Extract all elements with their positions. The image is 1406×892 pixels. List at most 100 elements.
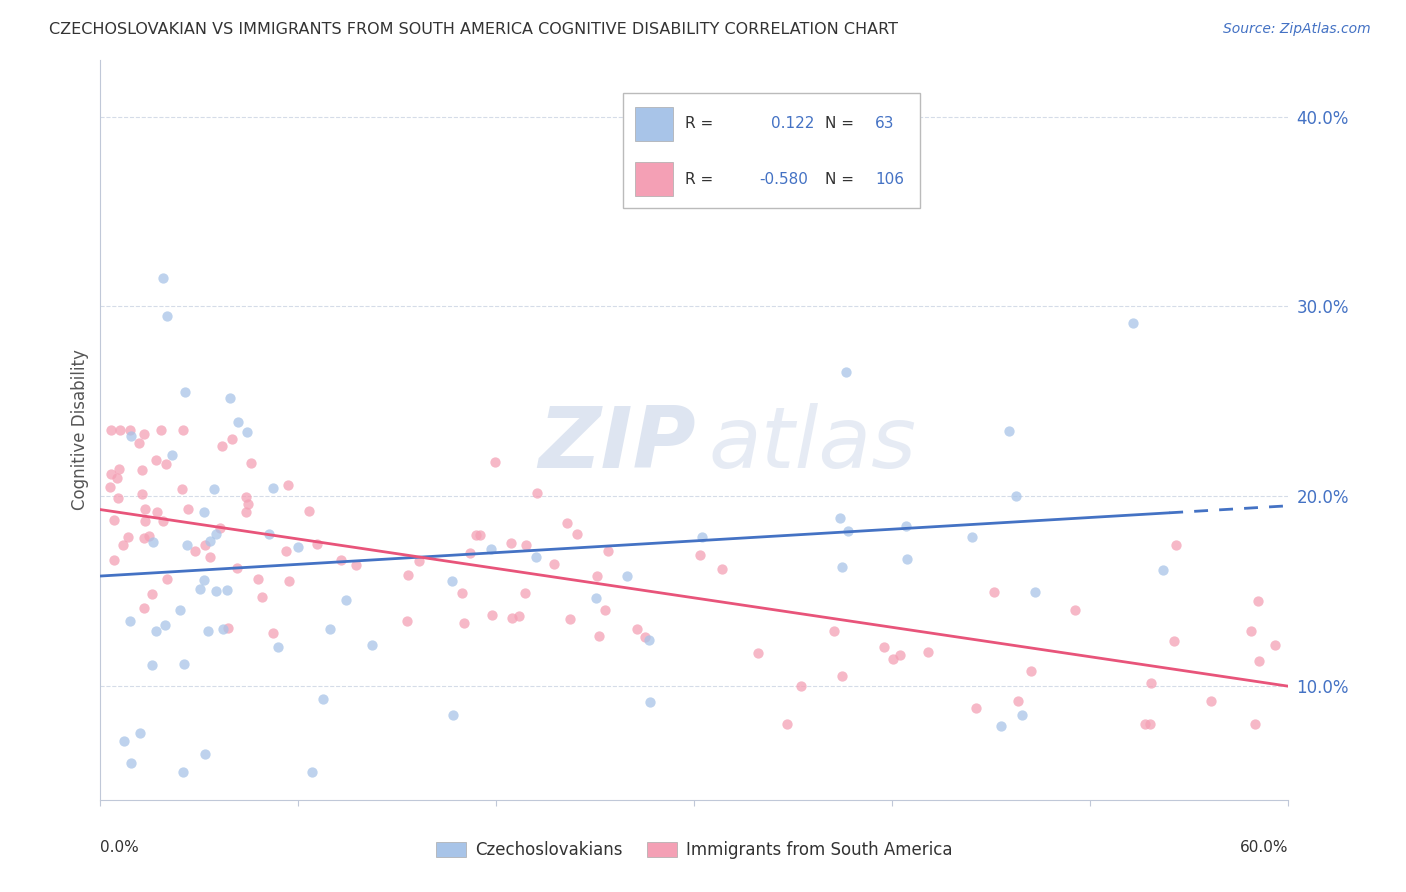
Point bbox=[274, 544, 297, 558]
Point bbox=[193, 505, 215, 519]
Point bbox=[194, 747, 217, 761]
Point bbox=[170, 483, 193, 497]
Point bbox=[226, 415, 249, 429]
Point bbox=[565, 527, 588, 541]
Point bbox=[152, 514, 174, 528]
Point bbox=[319, 622, 342, 636]
Point bbox=[184, 544, 207, 558]
Point bbox=[441, 708, 464, 723]
Point bbox=[100, 467, 122, 482]
Point bbox=[117, 530, 139, 544]
Point bbox=[711, 562, 734, 576]
Point bbox=[896, 552, 918, 566]
Point bbox=[692, 530, 714, 544]
Point bbox=[211, 439, 233, 453]
Point bbox=[1063, 603, 1085, 617]
Point bbox=[965, 701, 987, 715]
Point bbox=[638, 633, 661, 648]
Point bbox=[145, 453, 167, 467]
Point bbox=[515, 538, 537, 552]
Point bbox=[508, 608, 530, 623]
Point bbox=[98, 480, 121, 494]
Point bbox=[198, 533, 221, 548]
Point bbox=[131, 487, 153, 501]
Point bbox=[172, 423, 194, 437]
Text: CZECHOSLOVAKIAN VS IMMIGRANTS FROM SOUTH AMERICA COGNITIVE DISABILITY CORRELATIO: CZECHOSLOVAKIAN VS IMMIGRANTS FROM SOUTH… bbox=[49, 22, 898, 37]
Point bbox=[344, 558, 367, 572]
Point bbox=[1247, 654, 1270, 668]
Text: 60.0%: 60.0% bbox=[1240, 840, 1288, 855]
Point bbox=[100, 423, 122, 437]
Point bbox=[111, 538, 134, 552]
Point bbox=[197, 624, 219, 638]
Point bbox=[153, 618, 176, 632]
Point bbox=[586, 568, 609, 582]
Point bbox=[156, 572, 179, 586]
Point bbox=[173, 657, 195, 672]
Point bbox=[177, 502, 200, 516]
Point bbox=[198, 549, 221, 564]
Point bbox=[1024, 585, 1046, 599]
Point bbox=[131, 463, 153, 477]
Point bbox=[1005, 489, 1028, 503]
Point bbox=[155, 457, 177, 471]
Point bbox=[132, 601, 155, 615]
Point bbox=[894, 519, 917, 533]
Point bbox=[638, 695, 661, 709]
Point bbox=[240, 456, 263, 470]
Point bbox=[501, 610, 523, 624]
Point bbox=[287, 541, 309, 555]
Point bbox=[524, 550, 547, 565]
Point bbox=[747, 647, 769, 661]
Point bbox=[202, 483, 225, 497]
Point bbox=[298, 504, 321, 518]
Point bbox=[1152, 563, 1174, 577]
Point bbox=[132, 532, 155, 546]
Point bbox=[217, 583, 239, 598]
Point bbox=[103, 513, 125, 527]
Point bbox=[262, 481, 284, 495]
Text: Source: ZipAtlas.com: Source: ZipAtlas.com bbox=[1223, 22, 1371, 37]
Point bbox=[830, 510, 852, 524]
Point bbox=[236, 497, 259, 511]
Point bbox=[134, 501, 156, 516]
Point bbox=[277, 478, 299, 492]
Point bbox=[152, 271, 174, 285]
Point bbox=[221, 433, 243, 447]
Point bbox=[831, 669, 853, 683]
Point bbox=[997, 424, 1019, 438]
Point bbox=[453, 616, 475, 631]
Point bbox=[134, 514, 156, 528]
Point bbox=[1244, 717, 1267, 731]
Y-axis label: Cognitive Disability: Cognitive Disability bbox=[72, 350, 89, 510]
Point bbox=[118, 423, 141, 437]
Point bbox=[235, 505, 257, 519]
Point bbox=[120, 428, 142, 442]
Point bbox=[499, 536, 522, 550]
Point bbox=[257, 527, 280, 541]
Point bbox=[138, 529, 160, 543]
Point bbox=[107, 491, 129, 505]
Point bbox=[162, 448, 184, 462]
Point bbox=[596, 544, 619, 558]
Point bbox=[960, 530, 983, 544]
Point bbox=[141, 658, 163, 673]
Point bbox=[169, 603, 191, 617]
Point bbox=[588, 629, 610, 643]
Point bbox=[1264, 638, 1286, 652]
Text: atlas: atlas bbox=[709, 403, 917, 486]
Text: ZIP: ZIP bbox=[538, 403, 696, 486]
Point bbox=[172, 764, 194, 779]
Point bbox=[176, 538, 198, 552]
Point bbox=[146, 505, 169, 519]
Legend: Czechoslovakians, Immigrants from South America: Czechoslovakians, Immigrants from South … bbox=[430, 835, 959, 866]
Point bbox=[468, 528, 491, 542]
Point bbox=[205, 527, 228, 541]
Point bbox=[882, 652, 904, 666]
Point bbox=[790, 679, 813, 693]
Point bbox=[108, 423, 131, 437]
Point bbox=[396, 568, 419, 582]
Point bbox=[889, 648, 911, 662]
Point bbox=[103, 552, 125, 566]
Point bbox=[831, 559, 853, 574]
